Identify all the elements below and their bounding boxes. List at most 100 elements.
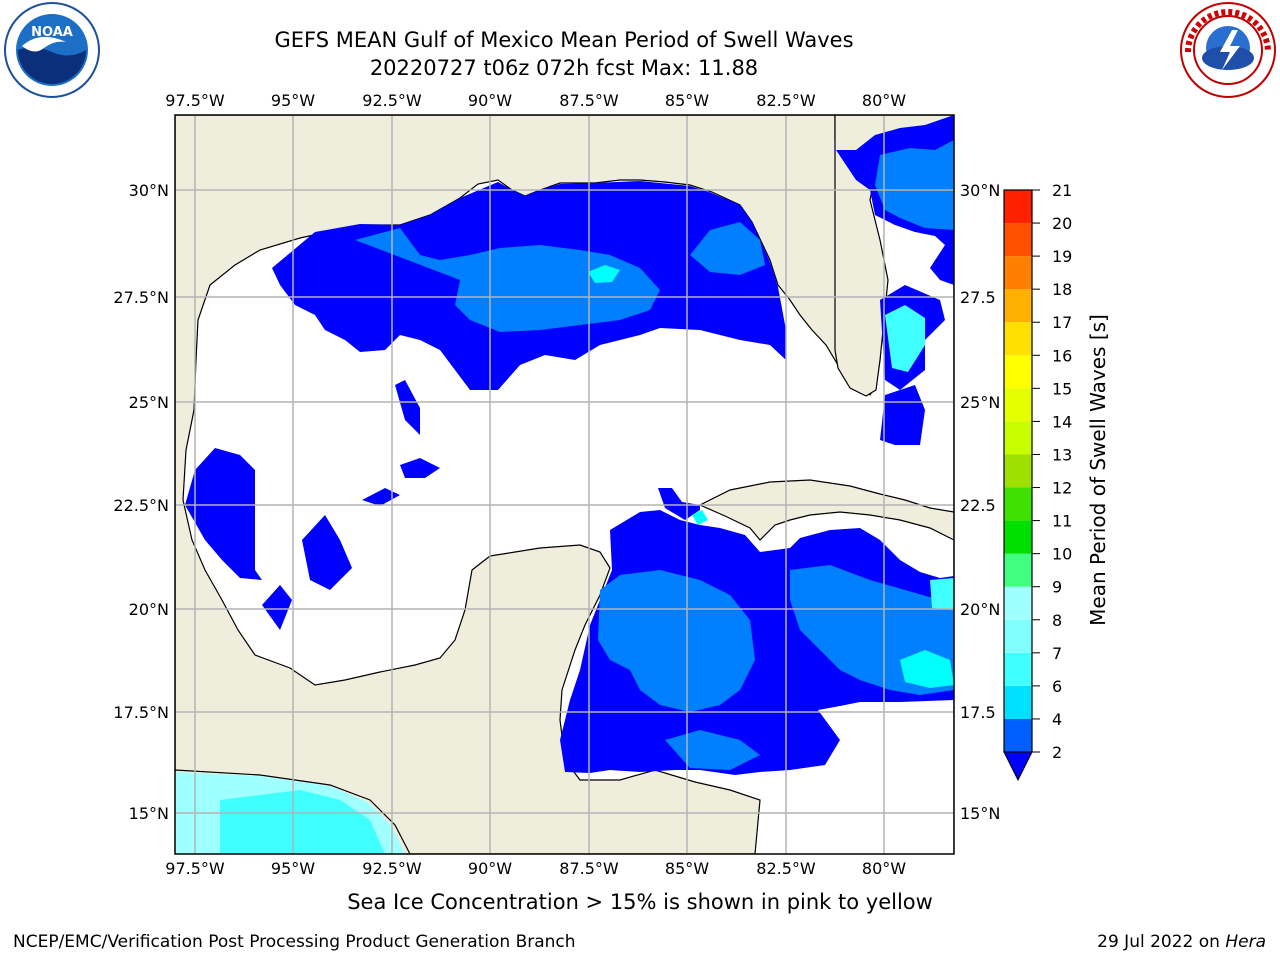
- lat-tick-label-left: 17.5°N: [113, 703, 169, 722]
- lat-tick-label-right: 22.5: [960, 496, 996, 515]
- colorbar-tick-label: 2: [1052, 743, 1062, 762]
- colorbar-segment: [1004, 718, 1032, 752]
- lon-tick-label-top: 92.5°W: [362, 91, 422, 110]
- lat-tick-label-right: 25°N: [960, 393, 1000, 412]
- lon-tick-label-top: 90°W: [468, 91, 512, 110]
- lat-tick-label-left: 22.5°N: [113, 496, 169, 515]
- lon-tick-label-bottom: 80°W: [862, 859, 906, 878]
- colorbar-extend-arrow: [1003, 751, 1033, 782]
- colorbar-tick-label: 8: [1052, 611, 1062, 630]
- lon-tick-label-top: 95°W: [271, 91, 315, 110]
- svg-text:NOAA: NOAA: [31, 25, 73, 40]
- colorbar-segment: [1004, 355, 1032, 389]
- colorbar-segment: [1004, 685, 1032, 719]
- lon-tick-label-bottom: 92.5°W: [362, 859, 422, 878]
- lon-tick-label-top: 82.5°W: [756, 91, 816, 110]
- lat-tick-label-right: 15°N: [960, 804, 1000, 823]
- lat-tick-label-left: 20°N: [129, 600, 169, 619]
- colorbar-tick-labels: 2 4 6 7 8 9 10 11 12 13 14 15 16 17 18 19 20 21: [1032, 181, 1072, 762]
- lon-tick-label-bottom: 95°W: [271, 859, 315, 878]
- colorbar-segment: [1004, 421, 1032, 455]
- colorbar-tick-label: 9: [1052, 578, 1062, 597]
- colorbar-tick-label: 21: [1052, 181, 1072, 200]
- swell-atlantic-east-2s: [875, 140, 954, 230]
- colorbar-tick-label: 4: [1052, 710, 1062, 729]
- map-frame: [174, 114, 955, 855]
- footer-credit: NCEP/EMC/Verification Post Processing Pr…: [13, 932, 576, 952]
- lat-tick-label-right: 27.5: [960, 288, 996, 307]
- swell-caribbean-4s: [900, 650, 954, 688]
- lat-tick-label-right: 20°N: [960, 600, 1000, 619]
- colorbar-segment: [1004, 619, 1032, 653]
- lon-tick-label-top: 85°W: [665, 91, 709, 110]
- lat-tick-label-left: 25°N: [129, 393, 169, 412]
- lon-tick-label-bottom: 85°W: [665, 859, 709, 878]
- lon-tick-label-bottom: 82.5°W: [756, 859, 816, 878]
- swell-atlantic-south: [880, 385, 925, 445]
- swell-northern-gulf-2s: [355, 228, 660, 332]
- colorbar-tick-label: 13: [1052, 445, 1072, 464]
- swell-central-gulf: [362, 488, 400, 506]
- colorbar-segment: [1004, 520, 1032, 554]
- colorbar-tick-label: 18: [1052, 280, 1072, 299]
- colorbar-tick-label: 17: [1052, 313, 1072, 332]
- swell-northern-gulf-4s: [588, 265, 620, 283]
- lat-tick-label-left: 27.5°N: [113, 288, 169, 307]
- lat-tick-label-left: 15°N: [129, 804, 169, 823]
- colorbar-segment: [1004, 586, 1032, 620]
- swell-western-gulf: [185, 448, 262, 580]
- land-cuba: [698, 479, 954, 541]
- colorbar-tick-label: 11: [1052, 512, 1072, 531]
- colorbar-segment: [1004, 223, 1032, 257]
- lon-tick-label-top: 87.5°W: [559, 91, 619, 110]
- land-florida: [834, 115, 954, 854]
- lat-tick-label-right: 30°N: [960, 181, 1000, 200]
- colorbar-tick-label: 20: [1052, 214, 1072, 233]
- colorbar-segment: [1004, 322, 1032, 356]
- chart-subtitle: 20220727 t06z 072h fcst Max: 11.88: [369, 56, 759, 80]
- longitude-labels-bottom: 97.5°W 95°W 92.5°W 90°W 87.5°W 85°W 82.5°W 80°W: [165, 859, 906, 878]
- swell-caribbean-2s-south: [665, 730, 760, 770]
- colorbar-frame: [1003, 189, 1033, 753]
- swell-western-gulf-2: [302, 515, 352, 590]
- swell-caribbean-2s: [598, 570, 755, 712]
- sea-ice-note: Sea Ice Concentration > 15% is shown in …: [347, 890, 933, 914]
- swell-western-gulf-3: [262, 585, 292, 630]
- colorbar-tick-label: 14: [1052, 412, 1072, 431]
- nws-logo: [1180, 2, 1276, 98]
- colorbar-segment: [1004, 487, 1032, 521]
- map-gridlines: [175, 115, 954, 854]
- swell-atlantic-mid-6s: [885, 305, 925, 372]
- colorbar-segment: [1004, 553, 1032, 587]
- lon-tick-label-bottom: 97.5°W: [165, 859, 225, 878]
- colorbar-segment: [1004, 256, 1032, 290]
- swell-central-gulf-2: [400, 458, 440, 478]
- colorbar-label: Mean Period of Swell Waves [s]: [1086, 314, 1110, 626]
- swell-yucatan-4s: [692, 510, 708, 525]
- latitude-labels-right: 30°N 27.5 25°N 22.5 20°N 17.5 15°N: [960, 181, 1000, 823]
- colorbar-segment: [1004, 388, 1032, 422]
- swell-caribbean-6s: [930, 578, 954, 610]
- swell-central-gulf-3: [395, 380, 420, 435]
- colorbar-tick-label: 16: [1052, 346, 1072, 365]
- lon-tick-label-bottom: 87.5°W: [559, 859, 619, 878]
- colorbar-segment: [1004, 289, 1032, 323]
- colorbar-tick-label: 15: [1052, 379, 1072, 398]
- latitude-labels-left: 30°N 27.5°N 25°N 22.5°N 20°N 17.5°N 15°N: [113, 181, 169, 823]
- colorbar-tick-label: 19: [1052, 247, 1072, 266]
- colorbar-tick-label: 7: [1052, 644, 1062, 663]
- colorbar-tick-label: 6: [1052, 677, 1062, 696]
- footer-host: Hera: [1225, 932, 1266, 952]
- lon-tick-label-top: 80°W: [862, 91, 906, 110]
- lon-tick-label-top: 97.5°W: [165, 91, 225, 110]
- swell-yucatan-channel: [658, 488, 700, 520]
- chart-title: GEFS MEAN Gulf of Mexico Mean Period of …: [274, 28, 854, 52]
- colorbar-tick-label: 10: [1052, 545, 1072, 564]
- colorbar: [1003, 189, 1033, 782]
- lat-tick-label-left: 30°N: [129, 181, 169, 200]
- colorbar-segment: [1004, 652, 1032, 686]
- lon-tick-label-bottom: 90°W: [468, 859, 512, 878]
- pacific-swell-inner: [220, 790, 385, 854]
- colorbar-segment: [1004, 190, 1032, 224]
